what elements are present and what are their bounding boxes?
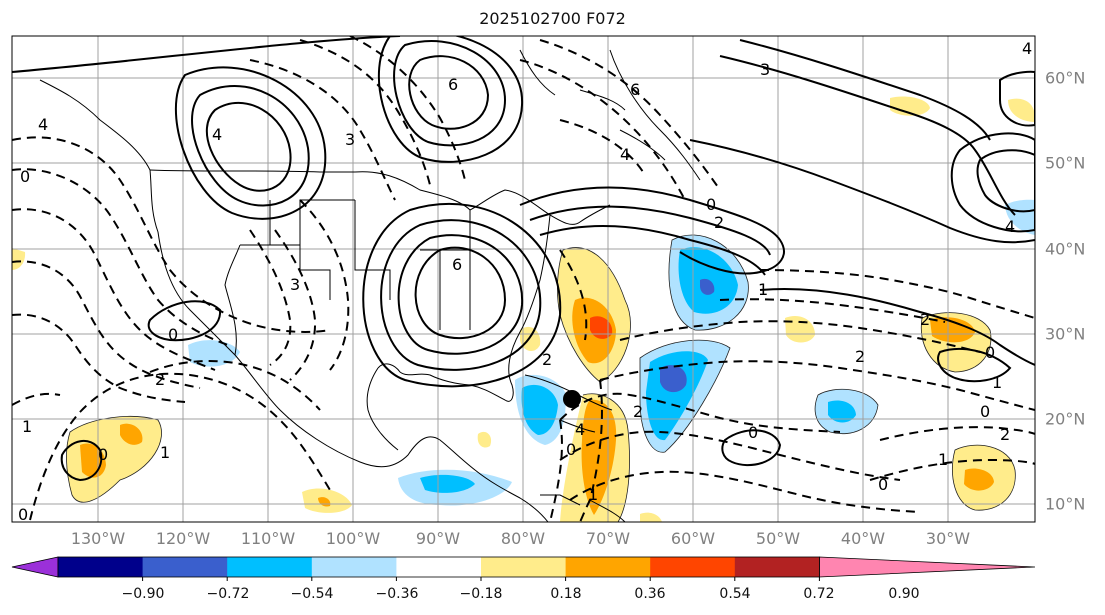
contour-label: 0 bbox=[706, 195, 716, 214]
contour-label: 4 bbox=[620, 145, 630, 164]
contour-label: 0 bbox=[985, 343, 995, 362]
contour-label: 4 bbox=[38, 115, 48, 134]
contour-label: 1 bbox=[22, 417, 32, 436]
longitude-label: 100°W bbox=[325, 529, 381, 548]
contour-label: 2 bbox=[155, 370, 165, 389]
colorbar-tick-label: −0.54 bbox=[290, 586, 334, 602]
colorbar-tick-label: −0.18 bbox=[459, 586, 503, 602]
contour-label: 3 bbox=[345, 130, 355, 149]
colorbar-extend-low bbox=[11, 556, 59, 578]
contour-label: 0 bbox=[20, 167, 30, 186]
longitude-label: 120°W bbox=[155, 529, 211, 548]
colorbar-swatch bbox=[396, 557, 482, 577]
longitude-label: 90°W bbox=[415, 529, 461, 548]
latitude-label: 60°N bbox=[1045, 68, 1086, 88]
contour-label: 1 bbox=[758, 280, 768, 299]
contour-label: 1 bbox=[992, 373, 1002, 392]
longitude-label: 70°W bbox=[585, 529, 631, 548]
map-title: 2025102700 F072 bbox=[479, 9, 626, 28]
contour-label: 0 bbox=[748, 423, 758, 442]
colorbar-swatch bbox=[142, 557, 228, 577]
contour-label: 0 bbox=[98, 445, 108, 464]
contour-label: 2 bbox=[1000, 425, 1010, 444]
contour-label: 6 bbox=[452, 255, 462, 274]
longitude-label: 60°W bbox=[670, 529, 716, 548]
longitude-label: 30°W bbox=[925, 529, 971, 548]
colorbar-swatch bbox=[734, 557, 820, 577]
latitude-label: 40°N bbox=[1045, 239, 1086, 259]
dashed-contours bbox=[12, 36, 1035, 522]
longitude-label: 130°W bbox=[70, 529, 126, 548]
colorbar-tick-label: −0.90 bbox=[121, 586, 165, 602]
colorbar-swatch bbox=[565, 557, 651, 577]
contour-labels: 4 3 6 6 4 4 4 3 0 0 3 4 6 0 1 2 2 1 0 0 … bbox=[18, 39, 1032, 524]
contour-label: 2 bbox=[714, 213, 724, 232]
contour-label: 0 bbox=[566, 440, 576, 459]
longitude-label: 40°W bbox=[840, 529, 886, 548]
contour-label: 3 bbox=[290, 275, 300, 294]
longitude-label: 50°W bbox=[755, 529, 801, 548]
contour-label: 2 bbox=[633, 402, 643, 421]
contour-label: 2 bbox=[542, 350, 552, 369]
height-contours bbox=[12, 36, 1035, 482]
colorbar-tick-label: −0.72 bbox=[206, 586, 250, 602]
colorbar-tick-label: 0.54 bbox=[719, 586, 751, 602]
contour-label: 1 bbox=[588, 485, 598, 504]
contour-label: 2 bbox=[855, 347, 865, 366]
contour-label: 4 bbox=[212, 125, 222, 144]
contour-label: 6 bbox=[630, 80, 640, 99]
contour-label: 1 bbox=[160, 443, 170, 462]
contour-label: 0 bbox=[18, 505, 28, 524]
latitude-label: 30°N bbox=[1045, 324, 1086, 344]
contour-label: 6 bbox=[448, 75, 458, 94]
contour-label: 4 bbox=[1005, 217, 1015, 236]
latitude-label: 50°N bbox=[1045, 153, 1086, 173]
longitude-label: 110°W bbox=[240, 529, 296, 548]
colorbar-swatch bbox=[227, 557, 313, 577]
contour-label: 1 bbox=[938, 450, 948, 469]
colorbar-tick-label: 0.36 bbox=[634, 586, 666, 602]
contour-label: 0 bbox=[168, 325, 178, 344]
colorbar-tick-label: −0.36 bbox=[375, 586, 419, 602]
colorbar-tick-label: 0.72 bbox=[803, 586, 835, 602]
colorbar-swatch bbox=[650, 557, 736, 577]
latitude-label: 20°N bbox=[1045, 409, 1086, 429]
colorbar-extend-high bbox=[819, 556, 1036, 578]
contour-label: 3 bbox=[760, 60, 770, 79]
colorbar-swatch bbox=[58, 557, 144, 577]
contour-label: 2 bbox=[920, 310, 930, 329]
colorbar-tick-label: 0.18 bbox=[550, 586, 582, 602]
map-frame bbox=[11, 35, 1036, 523]
colorbar-swatch bbox=[311, 557, 397, 577]
storm-marker bbox=[563, 390, 581, 408]
longitude-label: 80°W bbox=[500, 529, 546, 548]
colorbar-swatch bbox=[481, 557, 567, 577]
latitude-label: 10°N bbox=[1045, 494, 1086, 514]
colorbar-frame bbox=[57, 556, 820, 578]
colorbar-tick-label: 0.90 bbox=[888, 586, 920, 602]
contour-label: 0 bbox=[980, 402, 990, 421]
contour-label: 4 bbox=[1022, 39, 1032, 58]
graticule bbox=[12, 36, 1035, 522]
colorbar bbox=[11, 556, 1036, 581]
contour-label: 4 bbox=[575, 420, 585, 439]
contour-label: 0 bbox=[878, 475, 888, 494]
